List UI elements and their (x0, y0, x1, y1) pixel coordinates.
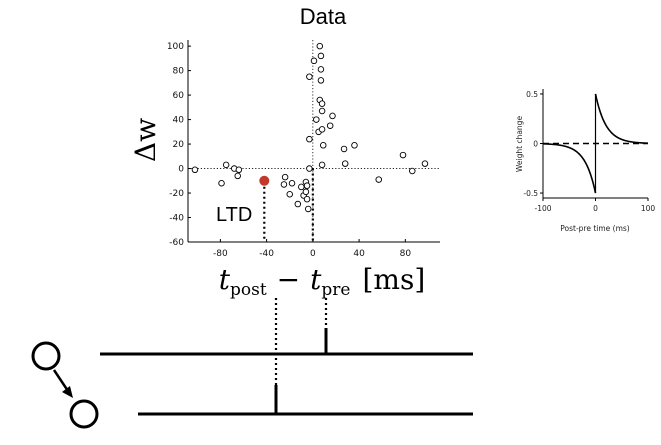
inset-chart: -0.5 0 0.5 -100 0 100 Post-pre time (ms) Weig… (515, 89, 655, 233)
inset-ltd-curve (542, 143, 597, 194)
y-axis-label: Δw (129, 118, 162, 162)
inset-x-tick-label: 0 (593, 204, 598, 213)
inset-x-tick-label: -100 (534, 204, 551, 213)
y-tick-label: 60 (173, 91, 185, 101)
data-point (302, 188, 310, 196)
data-point (317, 77, 325, 84)
y-tick-label: -20 (169, 189, 184, 199)
y-tick-label: 100 (167, 42, 184, 52)
data-point (318, 107, 326, 115)
data-point (319, 142, 327, 149)
data-point (329, 112, 336, 120)
spike-trains (100, 298, 473, 416)
data-point (351, 142, 358, 149)
y-tick-label: -40 (169, 214, 184, 224)
neuron-top (31, 341, 61, 371)
data-point (280, 181, 288, 188)
data-point (326, 122, 334, 129)
data-point (281, 173, 289, 181)
data-point (340, 145, 348, 153)
data-point (286, 191, 293, 198)
x-tick-label: -40 (259, 249, 274, 259)
data-point (317, 52, 325, 60)
y-tick-label: 0 (178, 165, 184, 175)
data-point (341, 160, 349, 167)
x-ticks: -80 -40 0 40 80 (213, 239, 411, 259)
chart-title: Data (300, 4, 347, 29)
data-point (306, 165, 313, 172)
data-point (288, 179, 296, 187)
data-point (218, 179, 225, 187)
data-points (191, 42, 429, 213)
data-point (222, 161, 230, 169)
data-point (306, 73, 313, 80)
data-point (303, 182, 311, 189)
data-point (310, 57, 318, 65)
ltd-label: LTD (216, 204, 252, 226)
data-point (234, 172, 241, 180)
svg-text:Δw: Δw (129, 118, 162, 162)
data-point (235, 166, 243, 174)
data-point (421, 160, 429, 167)
y-ticks: -60 -40 -20 0 20 40 60 80 100 (167, 42, 191, 248)
data-point (306, 135, 313, 143)
data-point (316, 42, 324, 50)
x-tick-label: -80 (213, 249, 228, 259)
inset-ticks: -0.5 0 0.5 -100 0 100 (523, 90, 655, 213)
y-tick-label: 80 (173, 67, 185, 77)
neuron-bottom (69, 399, 99, 429)
inset-x-label: Post-pre time (ms) (560, 224, 630, 233)
data-point (399, 151, 407, 159)
x-tick-label: 0 (310, 249, 316, 259)
inset-y-tick-label: -0.5 (523, 189, 538, 198)
data-point (304, 205, 312, 213)
data-point (375, 176, 382, 183)
inset-x-tick-label: 100 (641, 204, 656, 213)
neuron-diagram (31, 341, 99, 429)
data-point (318, 161, 326, 169)
data-point (303, 195, 311, 203)
y-tick-label: 20 (173, 140, 185, 150)
y-tick-label: 40 (173, 116, 185, 126)
highlight-point (259, 175, 270, 186)
data-point (409, 167, 416, 175)
data-point (318, 126, 326, 133)
data-point (318, 100, 326, 107)
inset-y-tick-label: 0.5 (526, 90, 538, 99)
synapse-arrow (52, 369, 70, 392)
inset-ltp-curve (594, 93, 649, 144)
inset-y-tick-label: 0 (533, 140, 538, 149)
data-point (191, 166, 199, 174)
y-tick-label: -60 (169, 238, 184, 248)
x-axis-label: tpost − tpre [ms] (219, 263, 426, 300)
data-point (298, 183, 305, 191)
data-point (294, 200, 302, 208)
inset-y-label: Weight change (515, 116, 524, 173)
x-tick-label: 40 (353, 249, 365, 259)
x-tick-label: 80 (400, 249, 412, 259)
scatter-plot: -60 -40 -20 0 20 40 60 80 100 -80 -40 0 40 80 LTD (167, 40, 440, 259)
data-point (313, 116, 320, 123)
synapse-arrowhead (62, 386, 73, 398)
data-point (317, 66, 325, 73)
